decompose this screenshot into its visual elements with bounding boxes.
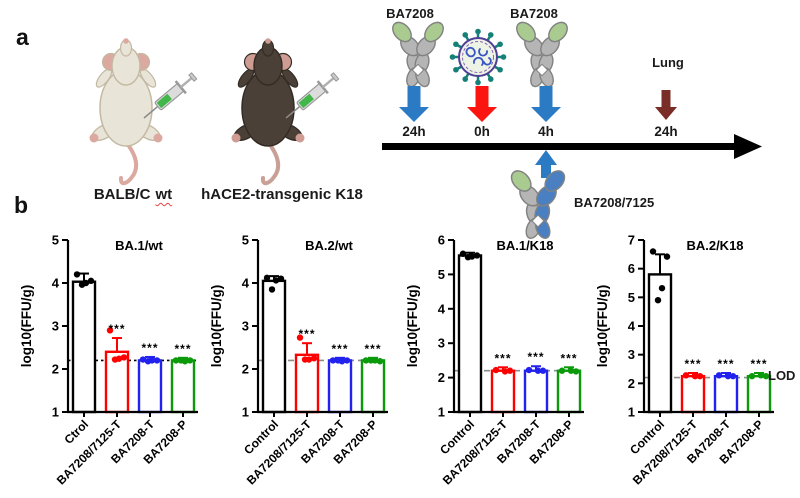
antibody2-label: BA7208	[510, 6, 558, 21]
svg-text:6: 6	[628, 261, 635, 276]
chart-ba2-wt: Control***BA7208/7125-T***BA7208-T***BA7…	[209, 233, 388, 488]
bispecific-up-arrow	[535, 150, 557, 178]
svg-text:5: 5	[438, 267, 445, 282]
svg-text:5: 5	[628, 290, 635, 305]
timeline-axis-arrow	[382, 134, 762, 159]
time-4h: 4h	[538, 124, 554, 139]
svg-text:BA.2/K18: BA.2/K18	[686, 238, 743, 253]
svg-text:log10(FFU/g): log10(FFU/g)	[19, 285, 34, 368]
svg-text:6: 6	[438, 233, 445, 248]
mouse-dark	[231, 38, 340, 186]
svg-text:log10(FFU/g): log10(FFU/g)	[595, 285, 610, 368]
lod-label: LOD	[768, 368, 796, 383]
svg-text:log10(FFU/g): log10(FFU/g)	[209, 285, 224, 368]
svg-text:***: ***	[364, 342, 381, 356]
mouse-balbc-label: BALB/C wt	[58, 186, 208, 203]
svg-text:Ctrol: Ctrol	[61, 417, 91, 447]
panel-a-label: a	[16, 24, 29, 50]
timeline-arrows	[399, 86, 677, 122]
svg-text:***: ***	[174, 342, 191, 356]
svg-text:1: 1	[438, 405, 445, 420]
antibody1-label: BA7208	[386, 6, 434, 21]
balbc-mouse-illustration	[89, 38, 198, 186]
svg-text:4: 4	[242, 276, 250, 291]
svg-text:***: ***	[527, 350, 544, 364]
svg-text:4: 4	[438, 301, 446, 316]
timeline-diagram: BA7208 BA7208 Lung 24h 0h 4h 24h BA7208/…	[382, 6, 762, 240]
antibody-icon-1	[392, 21, 444, 88]
svg-text:2: 2	[438, 370, 445, 385]
svg-text:BA.1/wt: BA.1/wt	[115, 238, 163, 253]
svg-text:3: 3	[52, 319, 59, 334]
time-0h: 0h	[474, 124, 490, 139]
svg-text:2: 2	[242, 362, 249, 377]
chart-ba2-k18: Control***BA7208/7125-T***BA7208-T***BA7…	[595, 233, 774, 488]
svg-text:***: ***	[560, 351, 577, 365]
svg-text:3: 3	[628, 347, 635, 362]
svg-text:1: 1	[242, 405, 249, 420]
mouse-k18-label: hACE2-transgenic K18	[201, 186, 363, 203]
svg-text:3: 3	[242, 319, 249, 334]
time-24h-post: 24h	[654, 124, 677, 139]
virus-icon	[449, 28, 507, 86]
mouse-balbc-label-wt: wt	[155, 186, 173, 203]
mouse-light	[89, 38, 198, 186]
svg-text:2: 2	[628, 376, 635, 391]
time-24h-pre: 24h	[402, 124, 425, 139]
svg-text:2: 2	[52, 362, 59, 377]
svg-text:1: 1	[628, 405, 635, 420]
chart-ba1-k18: Control***BA7208/7125-T***BA7208-T***BA7…	[405, 233, 584, 488]
svg-text:3: 3	[438, 336, 445, 351]
svg-text:5: 5	[52, 233, 59, 248]
svg-text:BA.2/wt: BA.2/wt	[305, 238, 353, 253]
svg-text:***: ***	[108, 322, 125, 336]
svg-text:***: ***	[494, 351, 511, 365]
mouse-balbc-label-text: BALB/C	[93, 186, 151, 203]
svg-text:***: ***	[141, 341, 158, 355]
svg-text:1: 1	[52, 405, 59, 420]
svg-text:***: ***	[684, 357, 701, 371]
svg-text:***: ***	[298, 327, 315, 341]
lung-label: Lung	[652, 55, 684, 70]
chart-ba1-wt: Ctrol***BA7208/7125-T***BA7208-T***BA720…	[19, 233, 198, 488]
k18-mouse-illustration	[231, 38, 340, 186]
svg-text:4: 4	[52, 276, 60, 291]
svg-text:***: ***	[331, 342, 348, 356]
svg-text:***: ***	[750, 357, 767, 371]
bispecific-antibody-icon	[510, 170, 566, 240]
svg-text:log10(FFU/g): log10(FFU/g)	[405, 285, 420, 368]
antibody-icon-2	[516, 21, 568, 88]
panel-b-label: b	[14, 192, 29, 218]
svg-text:BA.1/K18: BA.1/K18	[496, 238, 553, 253]
bispecific-label: BA7208/7125	[574, 195, 654, 210]
svg-text:***: ***	[717, 357, 734, 371]
svg-text:7: 7	[628, 233, 635, 248]
svg-text:4: 4	[628, 319, 636, 334]
svg-text:5: 5	[242, 233, 249, 248]
